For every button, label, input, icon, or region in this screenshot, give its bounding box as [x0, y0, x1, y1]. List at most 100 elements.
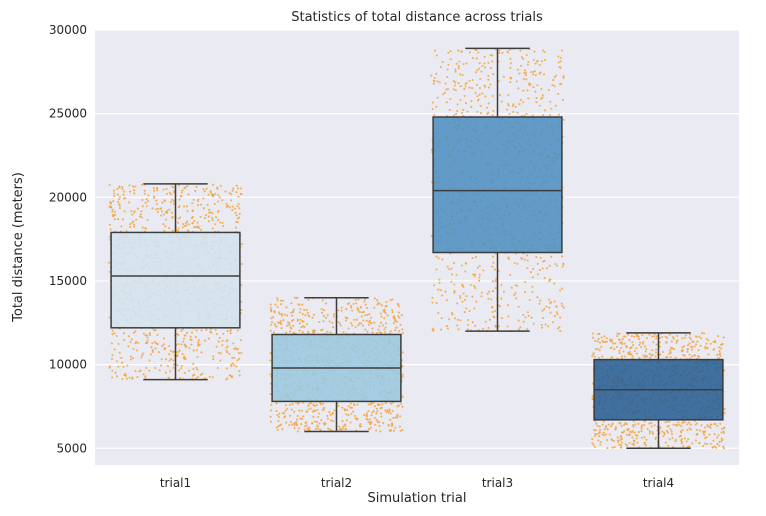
data-point	[433, 284, 436, 287]
data-point	[360, 315, 363, 318]
data-point	[633, 431, 636, 434]
data-point	[109, 202, 112, 205]
data-point	[281, 299, 285, 302]
data-point	[316, 420, 319, 423]
data-point	[543, 259, 546, 262]
data-point	[720, 427, 723, 431]
data-point	[219, 221, 222, 224]
data-point	[457, 65, 460, 68]
data-point	[138, 215, 141, 218]
data-point	[129, 226, 132, 229]
data-point	[479, 77, 482, 80]
data-point	[473, 307, 476, 310]
data-point	[307, 408, 310, 411]
data-point	[547, 325, 550, 328]
data-point	[645, 348, 648, 351]
data-point	[305, 424, 308, 427]
data-point	[151, 349, 154, 352]
data-point	[550, 255, 553, 258]
data-point	[312, 415, 315, 418]
data-point	[720, 437, 723, 440]
data-point	[462, 285, 465, 288]
data-point	[612, 342, 615, 345]
data-point	[197, 341, 200, 344]
data-point	[651, 349, 654, 352]
data-point	[488, 318, 491, 321]
data-point	[200, 203, 203, 206]
data-point	[275, 426, 278, 429]
data-point	[199, 373, 202, 376]
data-point	[306, 323, 309, 326]
data-point	[672, 336, 675, 339]
data-point	[626, 444, 629, 447]
data-point	[535, 256, 538, 259]
data-point	[484, 95, 487, 98]
data-point	[315, 404, 319, 407]
data-point	[643, 424, 646, 427]
data-point	[226, 205, 229, 208]
data-point	[229, 328, 232, 332]
data-point	[183, 187, 186, 190]
data-point	[296, 319, 299, 322]
data-point	[478, 93, 481, 96]
data-point	[176, 229, 180, 232]
data-point	[166, 211, 169, 214]
data-point	[591, 394, 594, 398]
data-point	[280, 312, 283, 315]
data-point	[311, 410, 314, 413]
data-point	[307, 314, 310, 317]
data-point	[177, 206, 180, 209]
data-point	[186, 184, 189, 187]
data-point	[204, 214, 208, 217]
data-point	[636, 334, 639, 337]
data-point	[156, 343, 159, 346]
data-point	[228, 191, 231, 195]
data-point	[364, 328, 367, 331]
data-point	[381, 324, 385, 327]
data-point	[624, 443, 627, 446]
data-point	[446, 68, 449, 71]
data-point	[695, 335, 698, 338]
data-point	[601, 433, 604, 436]
data-point	[618, 421, 621, 424]
data-point	[461, 300, 464, 303]
data-point	[240, 339, 243, 342]
data-point	[611, 356, 614, 359]
data-point	[598, 432, 601, 435]
data-point	[337, 320, 340, 324]
data-point	[653, 424, 656, 427]
data-point	[445, 325, 448, 328]
data-point	[363, 414, 366, 417]
data-point	[593, 445, 596, 448]
data-point	[655, 343, 658, 346]
data-point	[620, 357, 624, 360]
data-point	[180, 329, 183, 332]
data-point	[557, 61, 560, 64]
data-point	[478, 273, 481, 276]
data-point	[651, 335, 654, 338]
data-point	[619, 439, 622, 442]
data-point	[296, 430, 300, 433]
data-point	[293, 424, 296, 427]
data-point	[280, 323, 283, 326]
data-point	[498, 51, 501, 55]
data-point	[135, 218, 138, 221]
data-point	[148, 359, 151, 362]
data-point	[298, 329, 301, 332]
data-point	[494, 287, 497, 290]
data-point	[453, 84, 456, 87]
data-point	[591, 336, 595, 339]
data-point	[380, 315, 383, 318]
data-point	[283, 313, 286, 316]
data-point	[194, 336, 197, 339]
data-point	[666, 420, 669, 423]
data-point	[457, 67, 460, 70]
data-point	[195, 329, 198, 332]
data-point	[473, 275, 476, 278]
data-point	[127, 345, 130, 348]
data-point	[717, 434, 720, 437]
data-point	[475, 300, 478, 303]
data-point	[203, 190, 206, 193]
data-point	[689, 333, 692, 336]
data-point	[146, 339, 149, 342]
